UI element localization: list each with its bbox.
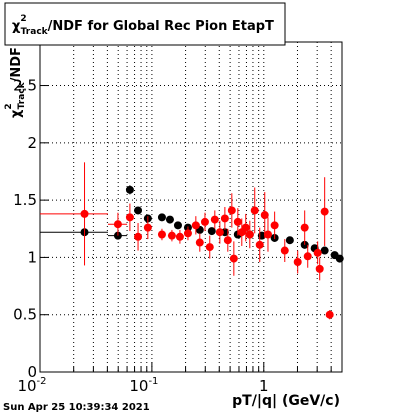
point [303, 252, 312, 261]
point [293, 258, 302, 266]
x-tick-exp: -1 [148, 376, 158, 387]
point [227, 206, 236, 215]
point [215, 228, 224, 237]
x-tick-label: 10-1 [129, 376, 158, 395]
point [125, 213, 134, 222]
point [223, 236, 232, 245]
y-tick-label: 1.5 [13, 191, 37, 209]
point [263, 230, 272, 239]
point [313, 248, 322, 257]
point [207, 227, 216, 236]
point [157, 230, 166, 239]
point [229, 254, 238, 263]
point [200, 217, 209, 226]
point [320, 207, 329, 216]
point [220, 214, 229, 223]
point [175, 232, 184, 241]
x-tick-base: 10 [17, 377, 36, 395]
timestamp: Sun Apr 25 10:39:34 2021 [3, 402, 150, 413]
point [195, 238, 204, 247]
x-tick-exp: -2 [37, 376, 47, 387]
point [315, 264, 324, 273]
point [143, 223, 152, 232]
point [205, 243, 214, 252]
y-axis-label: χ2 Track/NDF [4, 47, 27, 118]
x-tick-label: 10-2 [17, 376, 46, 395]
x-tick-label: 1 [259, 377, 269, 395]
point [80, 209, 89, 218]
point [113, 220, 122, 229]
point [335, 254, 344, 263]
y-tick-label: 2.5 [13, 77, 37, 95]
point [270, 221, 279, 230]
point [210, 215, 219, 224]
point [173, 221, 182, 230]
point [134, 232, 143, 241]
point [241, 223, 250, 232]
y-tick-label: 0.5 [13, 306, 37, 324]
x-axis-label: pT/|q| (GeV/c) [232, 393, 340, 409]
point [157, 213, 166, 222]
point [183, 229, 192, 238]
point [300, 223, 309, 232]
title-box [4, 2, 286, 46]
point [260, 211, 269, 220]
x-tick-base: 10 [129, 377, 148, 395]
point [325, 310, 334, 319]
y-tick-label: 0 [27, 363, 37, 381]
point [245, 230, 254, 239]
y-tick-label: 2 [27, 134, 37, 152]
point [255, 240, 264, 249]
point [285, 236, 294, 245]
point [165, 215, 174, 224]
y-tick-label: 1 [27, 248, 37, 266]
point [250, 206, 259, 215]
point [167, 231, 176, 240]
point [320, 246, 329, 255]
chart-title: χ2 Track/NDF for Global Rec Pion EtapT [12, 14, 274, 37]
point [280, 246, 289, 255]
point [191, 221, 200, 230]
point [233, 217, 242, 226]
point [134, 206, 143, 215]
point [125, 185, 134, 194]
